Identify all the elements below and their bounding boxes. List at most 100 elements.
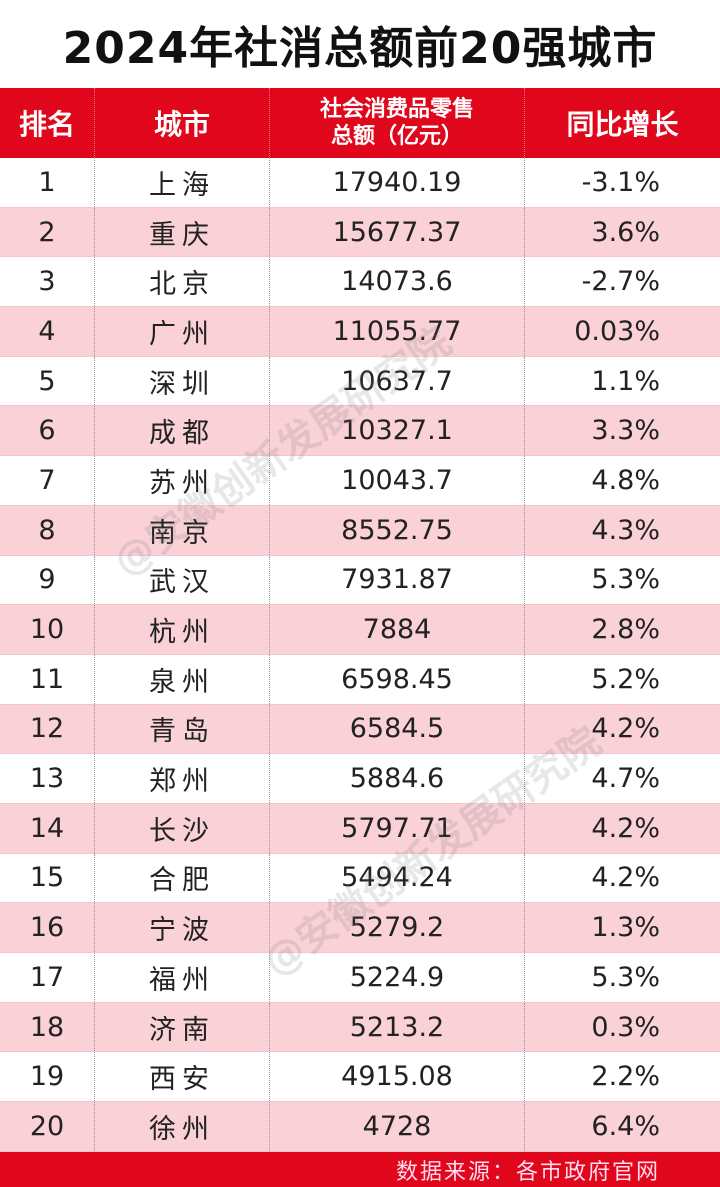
cell-growth: 5.2%: [591, 663, 660, 695]
table-row: 7 苏州 10043.7 4.8%: [0, 456, 720, 506]
cell-city: 郑州: [95, 754, 270, 803]
cell-city: 济南: [95, 1002, 270, 1052]
cell-total: 4728: [270, 1102, 525, 1151]
table-row: 18 济南 5213.2 0.3%: [0, 1002, 720, 1053]
cell-rank: 11: [0, 654, 95, 704]
cell-city: 苏州: [95, 456, 270, 505]
cell-city: 杭州: [95, 605, 270, 654]
cell-total: 5213.2: [270, 1002, 525, 1052]
table-body: 1 上海 17940.19 -3.1% 2 重庆 15677.37 3.6% 3 北京 14073.…: [0, 158, 720, 1152]
table-row: 3 北京 14073.6 -2.7%: [0, 257, 720, 308]
cell-growth: 1.1%: [591, 365, 660, 397]
cell-rank: 14: [0, 803, 95, 853]
table-row: 17 福州 5224.9 5.3%: [0, 953, 720, 1003]
cell-city: 北京: [95, 257, 270, 307]
header-total-line2: 总额（亿元）: [330, 124, 463, 149]
table-row: 20 徐州 4728 6.4%: [0, 1102, 720, 1152]
header-growth: 同比增长: [566, 108, 679, 141]
cell-total: 5797.71: [270, 803, 525, 853]
cell-growth: 1.3%: [591, 912, 660, 944]
cell-total: 15677.37: [270, 207, 525, 257]
cell-city: 上海: [95, 158, 270, 207]
cell-growth: 4.2%: [591, 862, 660, 894]
cell-rank: 5: [0, 356, 95, 406]
cell-total: 5279.2: [270, 903, 525, 952]
cell-rank: 20: [0, 1102, 95, 1151]
table-row: 11 泉州 6598.45 5.2%: [0, 654, 720, 705]
cell-city: 成都: [95, 406, 270, 456]
table-row: 14 长沙 5797.71 4.2%: [0, 803, 720, 854]
cell-growth: -2.7%: [581, 266, 660, 298]
cell-city: 武汉: [95, 555, 270, 605]
table-row: 8 南京 8552.75 4.3%: [0, 505, 720, 556]
table-row: 16 宁波 5279.2 1.3%: [0, 903, 720, 953]
cell-city: 泉州: [95, 654, 270, 704]
cell-city: 合肥: [95, 853, 270, 903]
cell-growth: 3.6%: [591, 216, 660, 248]
cell-city: 广州: [95, 307, 270, 356]
cell-total: 5224.9: [270, 953, 525, 1002]
cell-growth: 4.8%: [591, 464, 660, 496]
cell-city: 重庆: [95, 207, 270, 257]
table-row: 10 杭州 7884 2.8%: [0, 605, 720, 655]
cell-rank: 8: [0, 505, 95, 555]
cell-growth: 2.2%: [591, 1061, 660, 1093]
cell-city: 西安: [95, 1052, 270, 1102]
header-total: 社会消费品零售 总额（亿元）: [270, 88, 525, 158]
cell-total: 10327.1: [270, 406, 525, 456]
cell-city: 徐州: [95, 1102, 270, 1151]
cell-city: 深圳: [95, 356, 270, 406]
cell-growth: 0.03%: [574, 315, 660, 347]
table-row: 13 郑州 5884.6 4.7%: [0, 754, 720, 804]
cell-rank: 2: [0, 207, 95, 257]
header-city: 城市: [95, 88, 270, 158]
cell-total: 10637.7: [270, 356, 525, 406]
cell-total: 4915.08: [270, 1052, 525, 1102]
cell-rank: 12: [0, 704, 95, 754]
cell-rank: 13: [0, 754, 95, 803]
cell-growth: 4.7%: [591, 763, 660, 795]
cell-total: 6598.45: [270, 654, 525, 704]
cell-rank: 16: [0, 903, 95, 952]
cell-total: 8552.75: [270, 505, 525, 555]
table-row: 19 西安 4915.08 2.2%: [0, 1052, 720, 1103]
cell-total: 7931.87: [270, 555, 525, 605]
cell-rank: 19: [0, 1052, 95, 1102]
table-row: 4 广州 11055.77 0.03%: [0, 307, 720, 357]
table-row: 9 武汉 7931.87 5.3%: [0, 555, 720, 606]
cell-growth: 6.4%: [591, 1110, 660, 1142]
cell-rank: 10: [0, 605, 95, 654]
table-row: 5 深圳 10637.7 1.1%: [0, 356, 720, 407]
cell-total: 5884.6: [270, 754, 525, 803]
cell-growth: 4.3%: [591, 514, 660, 546]
table-row: 12 青岛 6584.5 4.2%: [0, 704, 720, 755]
table-header: 排名 城市 社会消费品零售 总额（亿元） 同比增长: [0, 88, 720, 158]
cell-rank: 17: [0, 953, 95, 1002]
cell-city: 南京: [95, 505, 270, 555]
cell-total: 14073.6: [270, 257, 525, 307]
source-footer: 数据来源：各市政府官网: [0, 1152, 720, 1187]
cell-rank: 7: [0, 456, 95, 505]
cell-city: 福州: [95, 953, 270, 1002]
header-rank: 排名: [0, 88, 95, 158]
table-row: 2 重庆 15677.37 3.6%: [0, 207, 720, 258]
cell-total: 17940.19: [270, 158, 525, 207]
cell-rank: 4: [0, 307, 95, 356]
cell-total: 10043.7: [270, 456, 525, 505]
table-row: 1 上海 17940.19 -3.1%: [0, 158, 720, 208]
cell-growth: 5.3%: [591, 564, 660, 596]
cell-rank: 9: [0, 555, 95, 605]
cell-growth: 3.3%: [591, 415, 660, 447]
cell-city: 长沙: [95, 803, 270, 853]
cell-total: 7884: [270, 605, 525, 654]
cell-rank: 3: [0, 257, 95, 307]
cell-rank: 6: [0, 406, 95, 456]
cell-rank: 1: [0, 158, 95, 207]
cell-growth: 4.2%: [591, 713, 660, 745]
table-row: 15 合肥 5494.24 4.2%: [0, 853, 720, 904]
cell-city: 青岛: [95, 704, 270, 754]
cell-total: 5494.24: [270, 853, 525, 903]
cell-rank: 18: [0, 1002, 95, 1052]
cell-growth: -3.1%: [581, 166, 660, 198]
cell-total: 11055.77: [270, 307, 525, 356]
